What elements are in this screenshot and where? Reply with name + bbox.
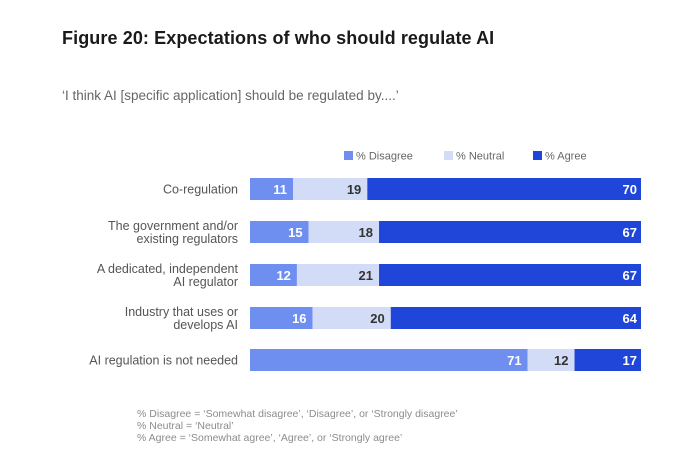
- bar-disagree: [250, 264, 297, 286]
- footnote-agree: % Agree = ‘Somewhat agree’, ‘Agree’, or …: [137, 432, 403, 444]
- legend-label-neutral: % Neutral: [456, 151, 504, 163]
- stacked-bar-chart: % Disagree % Neutral % Agree Co-regulation 1…: [89, 151, 641, 371]
- category-label: AI regulator: [173, 275, 238, 289]
- data-label-disagree: 15: [288, 225, 302, 240]
- legend-swatch-disagree: [344, 151, 353, 160]
- footnote-disagree: % Disagree = ‘Somewhat disagree’, ‘Disag…: [137, 408, 458, 420]
- bar-disagree: [250, 178, 294, 200]
- bar-agree: [379, 264, 641, 286]
- data-label-neutral: 18: [359, 225, 373, 240]
- data-label-agree: 67: [623, 225, 637, 240]
- data-label-disagree: 11: [273, 182, 287, 197]
- legend-swatch-neutral: [444, 151, 453, 160]
- data-label-neutral: 19: [347, 182, 361, 197]
- data-label-agree: 67: [623, 268, 637, 283]
- bar-neutral: [312, 307, 391, 329]
- bar-agree: [367, 178, 641, 200]
- bar-agree: [574, 349, 641, 371]
- data-label-neutral: 21: [359, 268, 373, 283]
- data-label-agree: 64: [623, 311, 638, 326]
- bar-disagree: [250, 307, 313, 329]
- category-label: existing regulators: [137, 232, 238, 246]
- bar-agree: [390, 307, 641, 329]
- chart-title: Figure 20: Expectations of who should re…: [62, 28, 495, 48]
- bar-disagree: [250, 349, 528, 371]
- category-label: Co-regulation: [163, 183, 238, 197]
- footnote-neutral: % Neutral = ‘Neutral’: [137, 420, 234, 432]
- data-label-agree: 70: [623, 182, 637, 197]
- bar-disagree: [250, 221, 309, 243]
- data-label-neutral: 20: [370, 311, 384, 326]
- category-label: The government and/or: [108, 219, 238, 233]
- category-label: AI regulation is not needed: [89, 354, 238, 368]
- data-label-disagree: 12: [276, 268, 290, 283]
- footnotes: % Disagree = ‘Somewhat disagree’, ‘Disag…: [137, 408, 458, 444]
- chart-subtitle: ‘I think AI [specific application] shoul…: [62, 88, 399, 103]
- data-label-neutral: 12: [554, 353, 568, 368]
- bar-neutral: [293, 178, 368, 200]
- legend-label-agree: % Agree: [545, 151, 587, 163]
- bar-agree: [379, 221, 641, 243]
- bar-neutral: [296, 264, 380, 286]
- category-label: develops AI: [173, 318, 238, 332]
- data-label-agree: 17: [623, 353, 637, 368]
- category-label: Industry that uses or: [125, 305, 238, 319]
- data-label-disagree: 71: [507, 353, 521, 368]
- bar-neutral: [527, 349, 575, 371]
- legend-swatch-agree: [533, 151, 542, 160]
- legend-label-disagree: % Disagree: [356, 151, 413, 163]
- category-label: A dedicated, independent: [97, 262, 239, 276]
- bar-neutral: [308, 221, 380, 243]
- data-label-disagree: 16: [292, 311, 306, 326]
